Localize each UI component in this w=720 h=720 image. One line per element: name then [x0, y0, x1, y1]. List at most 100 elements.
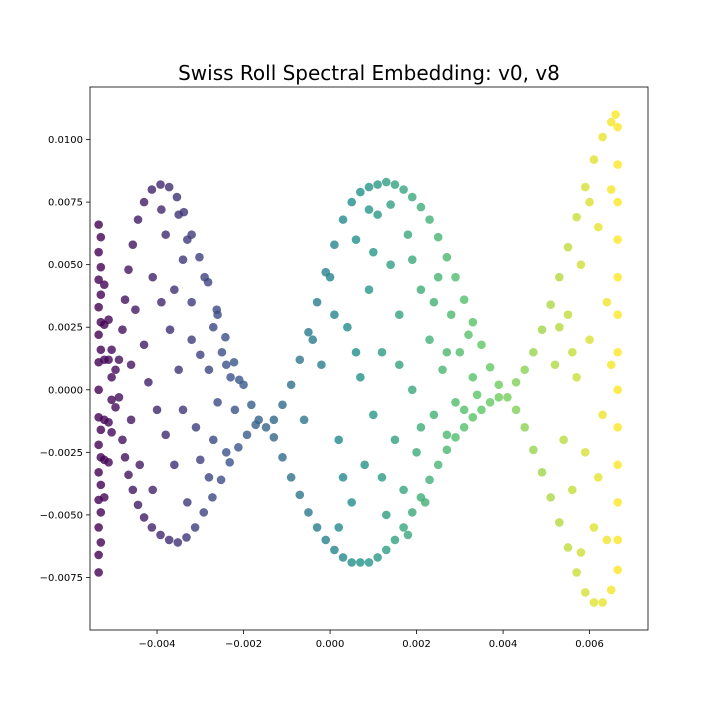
- data-point: [133, 500, 143, 510]
- data-point: [394, 310, 404, 320]
- data-point: [200, 272, 209, 282]
- data-point: [96, 508, 106, 517]
- data-point: [485, 362, 495, 372]
- y-tick-label: 0.0075: [48, 198, 83, 209]
- data-point: [187, 297, 196, 307]
- data-point: [107, 428, 116, 437]
- data-point: [247, 400, 256, 410]
- y-tick-label: 0.0100: [48, 135, 83, 146]
- data-point: [174, 365, 183, 375]
- data-point: [213, 397, 222, 407]
- data-point: [170, 285, 179, 294]
- data-point: [442, 347, 452, 357]
- y-tick-label: 0.0025: [48, 323, 83, 334]
- data-point: [559, 435, 568, 445]
- data-point: [343, 322, 352, 332]
- data-point: [606, 185, 616, 194]
- data-point: [242, 430, 252, 440]
- data-point: [425, 215, 434, 224]
- data-point: [213, 310, 222, 320]
- points-layer: [94, 110, 623, 607]
- data-point: [347, 197, 357, 207]
- data-point: [120, 295, 130, 305]
- data-point: [503, 392, 512, 402]
- data-point: [226, 372, 235, 382]
- data-point: [580, 448, 590, 457]
- data-point: [598, 598, 607, 607]
- data-point: [373, 180, 382, 189]
- data-point: [128, 240, 138, 249]
- data-point: [208, 435, 218, 445]
- data-point: [593, 473, 603, 482]
- data-point: [338, 553, 348, 562]
- data-point: [330, 310, 339, 320]
- data-point: [494, 392, 504, 402]
- data-point: [144, 377, 153, 387]
- data-point: [178, 255, 188, 264]
- data-point: [356, 558, 365, 567]
- data-point: [425, 475, 434, 485]
- data-point: [364, 285, 374, 294]
- data-point: [451, 433, 460, 442]
- data-point: [598, 132, 607, 142]
- data-point: [94, 330, 103, 340]
- data-point: [278, 400, 287, 410]
- data-point: [416, 285, 426, 294]
- data-point: [477, 340, 486, 350]
- data-point: [455, 347, 465, 357]
- data-point: [104, 355, 113, 365]
- data-point: [165, 325, 175, 335]
- data-point: [382, 545, 391, 555]
- x-tick-label: 0.006: [575, 639, 604, 650]
- data-point: [147, 185, 157, 194]
- data-point: [459, 405, 469, 415]
- data-point: [139, 197, 149, 207]
- data-point: [216, 475, 226, 485]
- y-tick-label: −0.0075: [40, 573, 83, 584]
- data-point: [412, 448, 421, 457]
- data-point: [304, 327, 313, 337]
- y-tick-label: −0.0025: [40, 448, 83, 459]
- data-point: [555, 272, 564, 282]
- data-point: [148, 272, 158, 282]
- data-point: [468, 372, 478, 382]
- data-point: [613, 272, 623, 282]
- data-point: [196, 350, 205, 360]
- data-point: [208, 322, 218, 332]
- data-point: [568, 485, 577, 495]
- data-point: [325, 272, 335, 282]
- data-point: [269, 433, 279, 442]
- x-axis: −0.004 −0.002 0.000 0.002 0.004 0.006: [139, 630, 604, 650]
- data-point: [94, 468, 103, 477]
- data-point: [537, 468, 547, 477]
- data-point: [442, 252, 452, 262]
- data-point: [338, 215, 348, 224]
- data-point: [399, 523, 408, 532]
- data-point: [96, 290, 106, 299]
- data-point: [295, 490, 305, 500]
- y-tick-label: 0.0000: [48, 385, 83, 396]
- data-point: [390, 535, 400, 545]
- data-point: [299, 415, 309, 425]
- data-point: [104, 315, 113, 325]
- data-point: [580, 182, 590, 192]
- data-point: [196, 455, 205, 465]
- data-point: [107, 395, 116, 405]
- data-point: [278, 453, 287, 462]
- data-point: [433, 232, 443, 242]
- data-point: [94, 440, 103, 450]
- data-point: [312, 297, 322, 307]
- y-tick-label: −0.0050: [40, 510, 83, 521]
- data-point: [451, 272, 460, 282]
- data-point: [438, 365, 447, 375]
- data-point: [94, 220, 103, 229]
- data-point: [164, 182, 174, 192]
- y-tick-label: 0.0050: [48, 260, 83, 271]
- data-point: [546, 300, 555, 310]
- data-point: [334, 523, 344, 532]
- data-point: [114, 355, 124, 365]
- data-point: [477, 405, 486, 415]
- data-point: [351, 347, 361, 357]
- data-point: [96, 480, 106, 490]
- data-point: [199, 508, 209, 517]
